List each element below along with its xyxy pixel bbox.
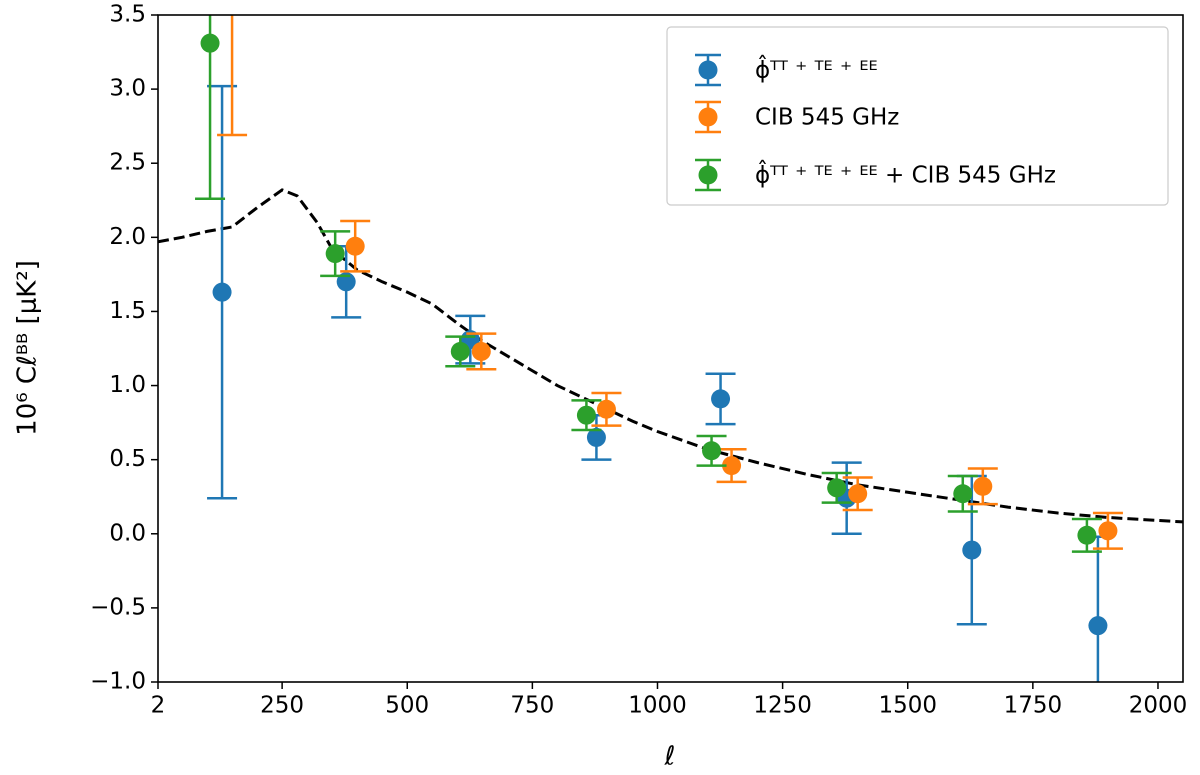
x-tick-label: 1000: [628, 693, 687, 719]
data-point: [200, 33, 220, 53]
y-tick-label: 1.0: [109, 372, 146, 398]
data-point: [1098, 521, 1118, 541]
data-point: [848, 484, 868, 504]
y-tick-label: 2.5: [109, 150, 146, 176]
model-curve: [158, 188, 1183, 524]
legend-label: CIB 545 GHz: [755, 105, 899, 131]
data-point: [450, 341, 470, 361]
data-point: [1077, 525, 1097, 545]
y-axis-label: 10⁶ Cℓᴮᴮ [μK²]: [13, 260, 43, 436]
data-point: [325, 244, 345, 264]
x-tick-label: 250: [260, 693, 304, 719]
data-point: [953, 484, 973, 504]
data-point: [212, 282, 232, 302]
y-tick-label: 0.5: [109, 446, 146, 472]
legend-label: ϕ̂ᵀᵀ ⁺ ᵀᴱ ⁺ ᴱᴱ + CIB 545 GHz: [755, 159, 1056, 188]
y-tick-label: −0.5: [90, 594, 146, 620]
data-point: [576, 405, 596, 425]
x-axis-label: ℓ: [664, 742, 676, 772]
x-tick-label: 2000: [1129, 693, 1188, 719]
y-tick-label: 1.5: [109, 298, 146, 324]
legend-marker: [698, 165, 718, 185]
plot-area: [158, 15, 1183, 682]
data-point: [345, 236, 365, 256]
x-tick-label: 1250: [753, 693, 812, 719]
data-point: [827, 478, 847, 498]
x-tick-label: 1500: [878, 693, 937, 719]
data-point: [702, 441, 722, 461]
x-tick-label: 500: [385, 693, 429, 719]
data-point: [471, 341, 491, 361]
y-tick-label: −1.0: [90, 669, 146, 695]
x-tick-label: 2: [151, 693, 166, 719]
legend-marker: [698, 107, 718, 127]
x-tick-label: 1750: [1004, 693, 1063, 719]
y-tick-label: 3.0: [109, 76, 146, 102]
legend-box: [666, 26, 1169, 206]
y-tick-label: 2.0: [109, 224, 146, 250]
y-tick-label: 0.0: [109, 520, 146, 546]
data-point: [1088, 616, 1108, 636]
data-point: [962, 540, 982, 560]
y-tick-label: 3.5: [109, 2, 146, 28]
x-tick-label: 750: [510, 693, 554, 719]
data-point: [711, 389, 731, 409]
legend-label: ϕ̂ᵀᵀ ⁺ ᵀᴱ ⁺ ᴱᴱ: [755, 54, 878, 83]
legend-marker: [698, 60, 718, 80]
data-point: [722, 456, 742, 476]
data-point: [586, 427, 606, 447]
axes-frame: [157, 14, 1184, 683]
data-point: [973, 476, 993, 496]
data-point: [596, 399, 616, 419]
